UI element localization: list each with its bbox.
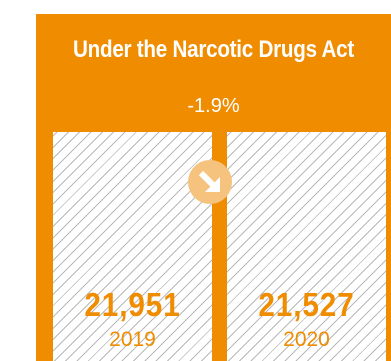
value-label-2019: 21,951 [84,286,181,323]
change-percentage: -1.9% [187,95,240,117]
year-label-2020: 2020 [283,328,330,351]
value-label-2020: 21,527 [258,286,355,323]
year-label-2019: 2019 [109,328,156,351]
bar-2019: 21,951 2019 [53,132,212,361]
arrow-down-right-icon [188,160,232,204]
chart-panel: Under the Narcotic Drugs Act -1.9% 21,95… [36,14,391,361]
chart-title: Under the Narcotic Drugs Act [72,36,355,63]
bar-2020: 21,527 2020 [227,132,386,361]
